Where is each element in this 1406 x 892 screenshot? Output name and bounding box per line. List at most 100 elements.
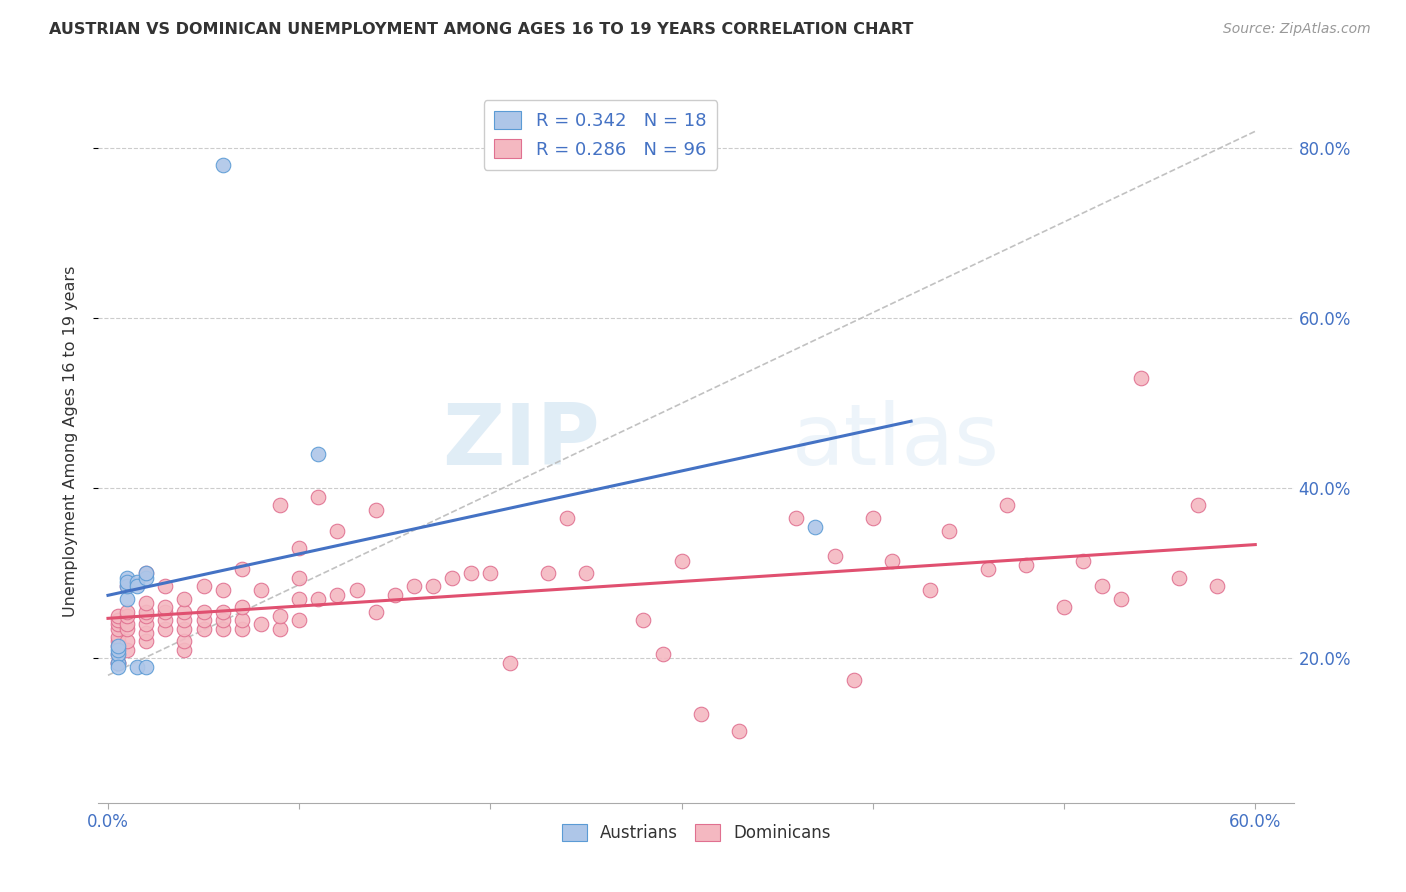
Point [115,591,138,606]
Point [107,608,129,623]
Point [824,549,846,564]
Point [107,617,129,632]
Point [307,591,329,606]
Point [1071,553,1094,567]
Legend: Austrians, Dominicans: Austrians, Dominicans [555,817,837,848]
Point [155,613,177,627]
Text: atlas: atlas [792,400,1000,483]
Point [115,605,138,619]
Point [115,642,138,657]
Point [107,634,129,648]
Point [193,622,215,636]
Point [115,574,138,589]
Point [842,673,865,687]
Point [537,566,560,581]
Point [107,660,129,674]
Point [250,617,273,632]
Point [115,608,138,623]
Point [346,583,368,598]
Point [479,566,502,581]
Point [107,613,129,627]
Point [155,605,177,619]
Point [460,566,482,581]
Point [125,660,148,674]
Point [288,541,311,555]
Point [107,647,129,661]
Point [307,447,329,461]
Point [231,622,253,636]
Point [115,579,138,593]
Point [804,519,827,533]
Point [402,579,425,593]
Point [269,608,291,623]
Point [288,613,311,627]
Text: Source: ZipAtlas.com: Source: ZipAtlas.com [1223,22,1371,37]
Point [231,562,253,576]
Point [135,596,157,610]
Point [211,622,233,636]
Point [1187,498,1209,512]
Point [326,524,349,538]
Point [135,570,157,584]
Point [231,600,253,615]
Point [1129,371,1152,385]
Point [135,566,157,581]
Point [107,647,129,661]
Point [107,656,129,670]
Point [1167,570,1189,584]
Point [125,579,148,593]
Point [1053,600,1076,615]
Point [115,634,138,648]
Point [880,553,903,567]
Point [135,660,157,674]
Text: AUSTRIAN VS DOMINICAN UNEMPLOYMENT AMONG AGES 16 TO 19 YEARS CORRELATION CHART: AUSTRIAN VS DOMINICAN UNEMPLOYMENT AMONG… [49,22,914,37]
Point [689,706,711,721]
Point [250,583,273,598]
Point [785,511,807,525]
Point [135,625,157,640]
Point [211,158,233,172]
Point [125,574,148,589]
Point [1091,579,1114,593]
Point [173,622,195,636]
Point [115,622,138,636]
Point [441,570,464,584]
Point [173,634,195,648]
Point [107,639,129,653]
Point [976,562,998,576]
Point [135,605,157,619]
Point [107,656,129,670]
Point [155,579,177,593]
Point [107,639,129,653]
Point [633,613,655,627]
Point [575,566,598,581]
Point [422,579,444,593]
Point [269,498,291,512]
Point [135,634,157,648]
Point [728,723,751,738]
Point [173,642,195,657]
Point [288,591,311,606]
Point [173,591,195,606]
Point [115,617,138,632]
Point [364,605,387,619]
Point [1206,579,1229,593]
Point [231,613,253,627]
Point [326,588,349,602]
Point [107,622,129,636]
Text: ZIP: ZIP [443,400,600,483]
Y-axis label: Unemployment Among Ages 16 to 19 years: Unemployment Among Ages 16 to 19 years [63,266,77,617]
Point [211,583,233,598]
Point [193,605,215,619]
Point [498,656,520,670]
Point [155,622,177,636]
Point [173,613,195,627]
Point [288,570,311,584]
Point [651,647,673,661]
Point [671,553,693,567]
Point [115,570,138,584]
Point [555,511,578,525]
Point [384,588,406,602]
Point [211,613,233,627]
Point [135,608,157,623]
